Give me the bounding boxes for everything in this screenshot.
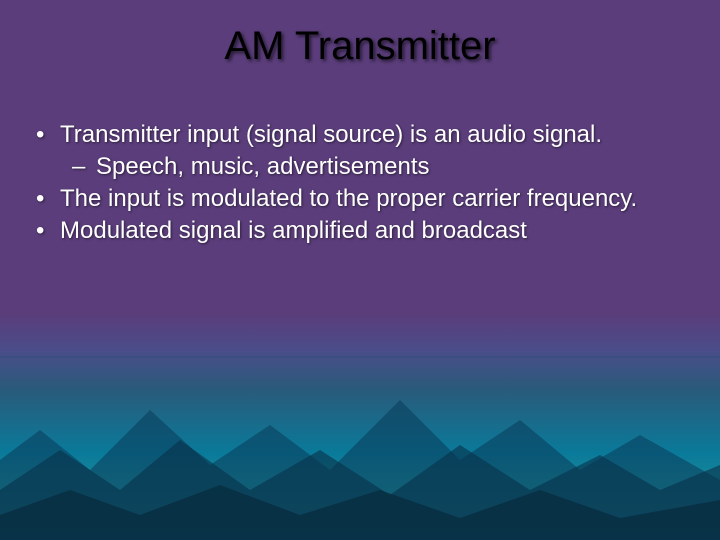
bullet-text: Transmitter input (signal source) is an …: [60, 120, 672, 150]
bullet-text: Speech, music, advertisements: [96, 152, 672, 182]
dash-mark-icon: –: [72, 152, 96, 182]
bullet-text: Modulated signal is amplified and broadc…: [60, 216, 672, 246]
slide-title: AM Transmitter: [0, 24, 720, 69]
bullet-mark-icon: •: [36, 120, 60, 150]
bullet-mark-icon: •: [36, 216, 60, 246]
background-gradient: [0, 0, 720, 540]
horizon-line: [0, 356, 720, 358]
bullet-mark-icon: •: [36, 184, 60, 214]
bullet-item: – Speech, music, advertisements: [36, 152, 672, 182]
bullet-item: • Transmitter input (signal source) is a…: [36, 120, 672, 150]
bullet-item: • Modulated signal is amplified and broa…: [36, 216, 672, 246]
bullet-item: • The input is modulated to the proper c…: [36, 184, 672, 214]
bullet-text: The input is modulated to the proper car…: [60, 184, 672, 214]
slide-body: • Transmitter input (signal source) is a…: [36, 120, 672, 248]
slide: AM Transmitter • Transmitter input (sign…: [0, 0, 720, 540]
